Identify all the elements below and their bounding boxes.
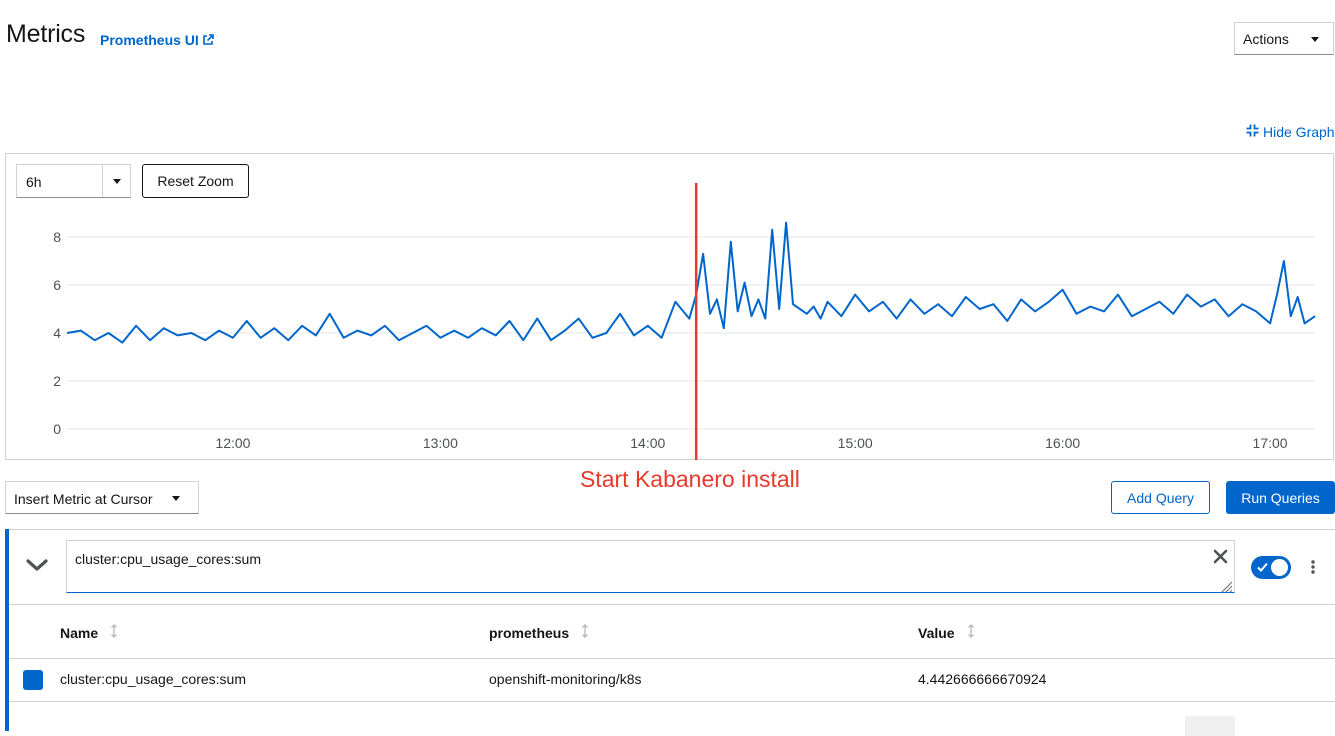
reset-zoom-button[interactable]: Reset Zoom: [142, 164, 249, 198]
sort-icon: [110, 624, 118, 641]
hide-graph-label: Hide Graph: [1263, 124, 1335, 140]
query-expression-input[interactable]: cluster:cpu_usage_cores:sum: [66, 540, 1235, 593]
time-range-dropdown[interactable]: 6h: [16, 164, 131, 198]
resize-handle-icon[interactable]: [1221, 580, 1233, 598]
y-tick-label: 2: [53, 373, 61, 389]
caret-down-icon: [172, 496, 180, 501]
external-link-icon: [202, 34, 214, 46]
prometheus-ui-link[interactable]: Prometheus UI: [100, 32, 214, 48]
actions-dropdown-label: Actions: [1243, 30, 1289, 47]
query-enable-toggle[interactable]: [1251, 556, 1291, 579]
x-tick-label: 12:00: [215, 435, 250, 451]
chevron-down-icon[interactable]: [26, 557, 48, 578]
series-layer: [66, 221, 1316, 344]
table-cell-prometheus: openshift-monitoring/k8s: [489, 671, 642, 687]
kebab-menu-icon[interactable]: [1310, 560, 1316, 579]
y-tick-label: 8: [53, 229, 61, 245]
insert-metric-dropdown[interactable]: Insert Metric at Cursor: [5, 481, 199, 514]
divider: [9, 604, 1335, 605]
query-panel: [5, 529, 1335, 731]
add-query-button[interactable]: Add Query: [1111, 481, 1210, 514]
divider: [9, 658, 1335, 659]
y-axis-ticks: 0 2 4 6 8: [53, 229, 61, 437]
series-color-swatch[interactable]: [23, 670, 43, 690]
compress-icon: [1246, 124, 1259, 140]
run-queries-button[interactable]: Run Queries: [1226, 481, 1335, 514]
query-expression-text: cluster:cpu_usage_cores:sum: [75, 551, 261, 567]
column-header-name-label: Name: [60, 624, 99, 641]
column-header-value-label: Value: [918, 624, 955, 641]
caret-down-icon: [113, 179, 121, 184]
query-panel-accent: [5, 529, 9, 731]
x-tick-label: 17:00: [1253, 435, 1288, 451]
series-line: [66, 221, 1316, 344]
y-tick-label: 0: [53, 421, 61, 437]
dropdown-divider: [102, 165, 103, 197]
x-axis-ticks: 12:00 13:00 14:00 15:00 16:00 17:00: [215, 435, 1287, 451]
toggle-knob: [1271, 559, 1288, 576]
x-tick-label: 15:00: [838, 435, 873, 451]
table-cell-name: cluster:cpu_usage_cores:sum: [60, 671, 246, 687]
divider: [9, 701, 1335, 702]
column-header-prometheus[interactable]: prometheus: [489, 624, 589, 641]
page-title: Metrics: [6, 20, 86, 48]
x-tick-label: 16:00: [1045, 435, 1080, 451]
prometheus-ui-link-label: Prometheus UI: [100, 32, 199, 48]
caret-down-icon: [1311, 37, 1319, 42]
clear-icon[interactable]: [1213, 549, 1228, 569]
pagination-current-page[interactable]: [1185, 716, 1235, 736]
y-tick-label: 4: [53, 325, 61, 341]
table-cell-value: 4.442666666670924: [918, 671, 1047, 687]
check-icon: [1257, 560, 1268, 578]
graph-panel: [5, 153, 1334, 460]
actions-dropdown[interactable]: Actions: [1234, 22, 1334, 55]
insert-metric-label: Insert Metric at Cursor: [14, 491, 153, 507]
time-range-value: 6h: [26, 174, 42, 190]
sort-icon: [581, 624, 589, 641]
x-tick-label: 14:00: [630, 435, 665, 451]
y-tick-label: 6: [53, 277, 61, 293]
chart-grid: [67, 236, 1315, 430]
column-header-value[interactable]: Value: [918, 624, 975, 641]
column-header-name[interactable]: Name: [60, 624, 118, 641]
x-tick-label: 13:00: [423, 435, 458, 451]
column-header-prometheus-label: prometheus: [489, 624, 570, 641]
sort-icon: [967, 624, 975, 641]
hide-graph-button[interactable]: Hide Graph: [1246, 124, 1335, 140]
annotation-label: Start Kabanero install: [580, 466, 800, 492]
